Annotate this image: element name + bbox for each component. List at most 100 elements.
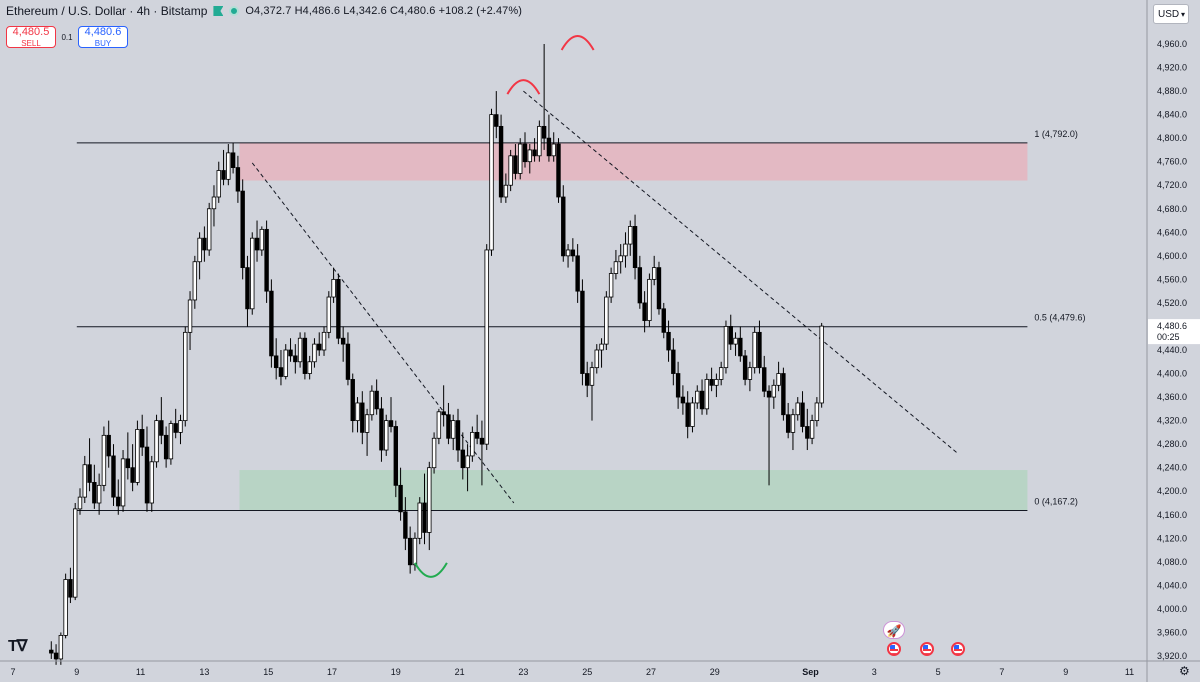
candle[interactable] <box>474 414 480 445</box>
candle[interactable] <box>819 322 824 408</box>
candle[interactable] <box>451 414 456 451</box>
candle[interactable] <box>183 326 188 427</box>
trendline[interactable] <box>523 90 958 454</box>
candle[interactable] <box>446 402 451 445</box>
candle[interactable] <box>537 120 542 162</box>
candle[interactable] <box>604 291 609 350</box>
candle[interactable] <box>671 338 676 386</box>
candle[interactable] <box>465 444 470 492</box>
candle[interactable] <box>656 261 662 315</box>
candle[interactable] <box>623 232 628 268</box>
candle[interactable] <box>407 526 413 574</box>
candle[interactable] <box>790 408 796 451</box>
candle[interactable] <box>106 420 111 468</box>
candle[interactable] <box>355 397 360 433</box>
candle[interactable] <box>441 385 446 427</box>
candle[interactable] <box>350 373 355 433</box>
candle[interactable] <box>120 450 126 512</box>
candle[interactable] <box>393 420 398 498</box>
candle[interactable] <box>307 355 312 380</box>
candle[interactable] <box>589 361 595 421</box>
candle[interactable] <box>149 455 154 512</box>
candle[interactable] <box>661 302 666 339</box>
candle[interactable] <box>360 391 365 445</box>
us-flag-event-icon[interactable] <box>951 642 965 656</box>
candle[interactable] <box>814 397 820 427</box>
candle[interactable] <box>513 144 518 180</box>
candle[interactable] <box>340 326 346 362</box>
candle[interactable] <box>503 173 509 203</box>
candle[interactable] <box>379 397 384 462</box>
candle[interactable] <box>508 149 513 192</box>
support-zone[interactable] <box>239 470 1028 511</box>
candle[interactable] <box>331 267 336 303</box>
candle[interactable] <box>312 338 317 368</box>
candle[interactable] <box>139 414 145 456</box>
candle[interactable] <box>618 244 623 274</box>
candle[interactable] <box>718 361 724 386</box>
candle[interactable] <box>556 138 561 203</box>
candle[interactable] <box>63 573 68 639</box>
candle[interactable] <box>805 408 810 451</box>
candle[interactable] <box>254 220 260 262</box>
candle[interactable] <box>82 455 87 503</box>
candle[interactable] <box>742 350 748 386</box>
candle[interactable] <box>699 379 705 415</box>
candle[interactable] <box>288 338 293 362</box>
candle[interactable] <box>178 414 183 445</box>
candle[interactable] <box>173 408 178 439</box>
candle[interactable] <box>345 332 351 386</box>
candle[interactable] <box>58 632 64 665</box>
candle[interactable] <box>87 438 92 492</box>
candle[interactable] <box>781 367 786 421</box>
candle[interactable] <box>484 244 489 451</box>
candle[interactable] <box>738 326 743 362</box>
candle[interactable] <box>206 202 212 256</box>
us-flag-event-icon[interactable] <box>887 642 901 656</box>
candle[interactable] <box>570 238 576 262</box>
candle[interactable] <box>498 114 504 203</box>
resistance-zone[interactable] <box>239 142 1028 181</box>
sell-button[interactable]: 4,480.5 SELL <box>6 26 56 48</box>
candle[interactable] <box>637 255 643 309</box>
candle[interactable] <box>250 232 255 315</box>
us-flag-event-icon[interactable] <box>920 642 934 656</box>
candle[interactable] <box>221 149 226 186</box>
candle[interactable] <box>226 144 231 186</box>
candle[interactable] <box>522 132 528 168</box>
candle[interactable] <box>326 291 332 339</box>
candle[interactable] <box>317 332 322 356</box>
candle[interactable] <box>49 641 54 659</box>
candle[interactable] <box>431 432 437 474</box>
candle[interactable] <box>532 138 537 162</box>
candle[interactable] <box>130 444 135 492</box>
candle[interactable] <box>116 479 121 515</box>
candle[interactable] <box>427 461 432 551</box>
candle[interactable] <box>704 373 710 415</box>
candle[interactable] <box>53 644 59 665</box>
candle[interactable] <box>518 138 523 180</box>
candle[interactable] <box>163 426 169 468</box>
candle[interactable] <box>264 220 269 303</box>
candle[interactable] <box>608 267 614 303</box>
candle[interactable] <box>398 467 403 521</box>
candle[interactable] <box>187 291 193 350</box>
candle[interactable] <box>374 379 379 415</box>
candle[interactable] <box>125 432 131 480</box>
candle[interactable] <box>747 361 753 392</box>
candle[interactable] <box>695 385 700 409</box>
candle[interactable] <box>766 385 772 486</box>
candle[interactable] <box>675 361 681 409</box>
candle[interactable] <box>714 373 719 398</box>
candle[interactable] <box>685 391 690 439</box>
candle[interactable] <box>470 426 475 462</box>
candle[interactable] <box>278 350 284 386</box>
buy-button[interactable]: 4,480.6 BUY <box>78 26 128 48</box>
candle[interactable] <box>723 320 729 374</box>
candle[interactable] <box>651 255 657 286</box>
candle[interactable] <box>628 220 633 256</box>
candle[interactable] <box>757 320 762 374</box>
candle[interactable] <box>647 273 652 327</box>
candle[interactable] <box>680 385 686 415</box>
candle[interactable] <box>422 473 427 545</box>
